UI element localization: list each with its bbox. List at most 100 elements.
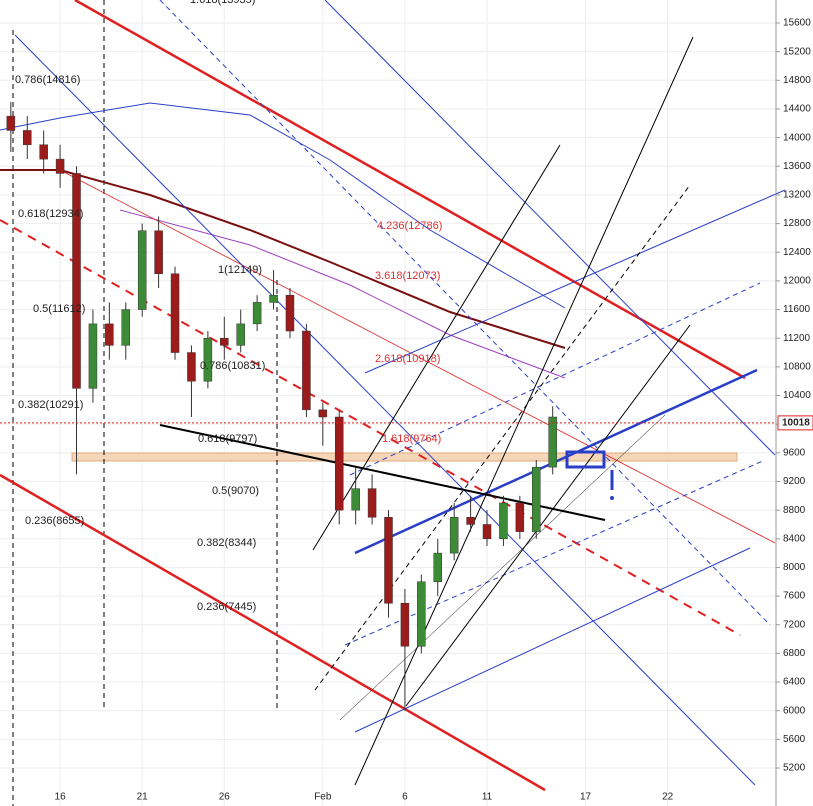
y-tick-label: 11600	[783, 304, 811, 315]
trendline	[354, 36, 694, 786]
y-tick-label: 9600	[783, 447, 806, 458]
x-tick-label: Feb	[314, 792, 332, 803]
x-tick-label: 21	[137, 792, 149, 803]
ma-blue	[0, 102, 566, 309]
trendline	[364, 189, 786, 374]
candle-body	[154, 230, 163, 274]
candle-body	[39, 144, 48, 160]
drawings	[0, 0, 786, 806]
x-tick-label: 26	[219, 792, 231, 803]
y-tick-label: 13600	[783, 161, 811, 172]
y-tick-label: 12800	[783, 218, 811, 229]
zone	[71, 452, 738, 462]
y-tick-label: 10800	[783, 361, 811, 372]
x-tick-label: 17	[580, 792, 592, 803]
candle-body	[6, 115, 16, 131]
candle-body	[367, 488, 377, 518]
y-tick-label: 6000	[783, 705, 806, 716]
candle-body	[482, 524, 492, 540]
trendline	[14, 34, 756, 786]
candle-body	[23, 130, 32, 146]
candle-body	[466, 517, 475, 525]
candle-body	[499, 502, 508, 540]
candle-body	[220, 337, 229, 346]
fib-label: 0.618(9797)	[198, 433, 257, 445]
x-tick-label: 6	[402, 792, 408, 803]
x-tick-label: 22	[662, 792, 674, 803]
candle-body	[72, 173, 81, 389]
candle-body	[137, 230, 147, 310]
fib-label: 4.236(12786)	[377, 220, 442, 232]
fib-label: 0.786(10831)	[200, 360, 265, 372]
marker	[610, 496, 614, 500]
x-tick-label: 16	[55, 792, 67, 803]
candle-body	[417, 581, 426, 647]
y-tick-label: 6800	[783, 648, 806, 659]
fib-label: 0.382(8344)	[197, 537, 256, 549]
candle-body	[302, 330, 311, 411]
trendline	[339, 414, 666, 721]
trendline	[344, 459, 766, 646]
candle-body	[449, 517, 459, 554]
candle-body	[236, 323, 245, 346]
candle-body	[400, 603, 410, 647]
y-tick-label: 15200	[783, 46, 811, 57]
trendline	[74, 0, 746, 380]
candle-body	[515, 502, 525, 532]
last-price-label: 10018	[782, 418, 810, 429]
y-tick-label: 14400	[783, 104, 811, 115]
last-price-box	[777, 415, 813, 431]
trendline	[159, 0, 771, 626]
fib-label: 0.236(8655)	[25, 515, 84, 527]
candle-body	[105, 323, 114, 346]
y-tick-label: 9200	[783, 476, 806, 487]
fib-label: 0.786(14816)	[15, 74, 80, 86]
candle-body	[548, 416, 557, 468]
y-tick-label: 11200	[783, 333, 811, 344]
trendline	[349, 282, 761, 476]
candle-body	[170, 273, 180, 353]
ma-purple	[119, 209, 566, 379]
fib-label: 2.618(10918)	[375, 353, 440, 365]
grid	[0, 0, 776, 806]
trendline	[59, 169, 776, 544]
trendline	[0, 219, 741, 636]
candle-body	[334, 416, 344, 511]
y-tick-label: 14800	[783, 75, 811, 86]
candle-body	[55, 158, 65, 174]
x-tick-label: 11	[482, 792, 493, 803]
candle-body	[203, 337, 213, 382]
fib-label: 0.5(11612)	[33, 303, 85, 315]
candle-body	[252, 302, 262, 325]
y-tick-label: 5600	[783, 734, 806, 745]
y-tick-label: 12400	[783, 247, 811, 258]
fib-label: 1.618(9764)	[382, 433, 441, 445]
fib-label: 0.618(12934)	[18, 208, 83, 220]
trendline	[405, 324, 691, 707]
trendline	[354, 547, 751, 733]
y-tick-label: 7200	[783, 619, 806, 630]
y-tick-label: 10400	[783, 390, 811, 401]
trendline	[324, 0, 776, 456]
trendline	[312, 144, 561, 551]
y-tick-label: 8000	[783, 562, 806, 573]
y-tick-label: 7600	[783, 591, 806, 602]
y-tick-label: 13200	[783, 190, 811, 201]
candle-body	[121, 309, 131, 346]
y-tick-label: 8800	[783, 505, 806, 516]
candle-body	[269, 294, 278, 303]
candle-body	[384, 517, 393, 604]
y-tick-label: 12000	[783, 276, 811, 287]
fib-label: 0.236(7445)	[197, 601, 256, 613]
y-tick-label: 6400	[783, 677, 806, 688]
candle-body	[88, 323, 98, 389]
fib-label: 1.618(13935)	[190, 0, 255, 6]
candle-body	[285, 294, 295, 332]
marker-box	[565, 450, 606, 469]
fib-label: 3.618(12073)	[375, 270, 440, 282]
candle-body	[318, 409, 328, 418]
y-tick-label: 14000	[783, 132, 811, 143]
candle-body	[532, 466, 541, 532]
candle-body	[433, 552, 443, 583]
